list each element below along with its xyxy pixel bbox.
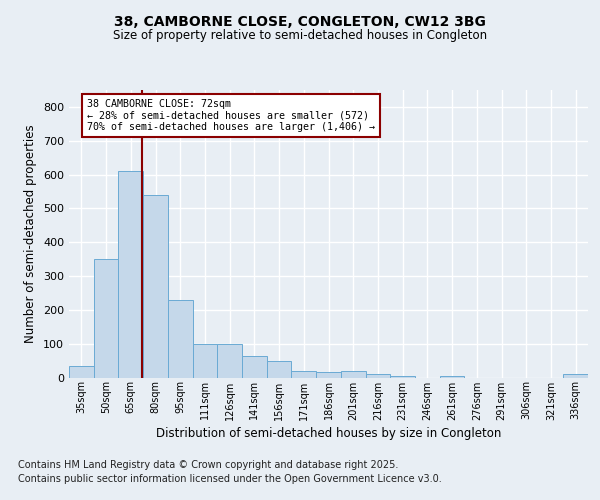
Bar [193, 344, 217, 378]
Bar [69, 366, 94, 378]
X-axis label: Distribution of semi-detached houses by size in Congleton: Distribution of semi-detached houses by … [156, 426, 501, 440]
Text: 38 CAMBORNE CLOSE: 72sqm
← 28% of semi-detached houses are smaller (572)
70% of : 38 CAMBORNE CLOSE: 72sqm ← 28% of semi-d… [87, 98, 375, 132]
Text: Size of property relative to semi-detached houses in Congleton: Size of property relative to semi-detach… [113, 30, 487, 43]
Bar [365, 374, 390, 378]
Bar [292, 370, 316, 378]
Bar [390, 376, 415, 378]
Bar [217, 344, 242, 378]
Bar [267, 360, 292, 378]
Bar [563, 374, 588, 378]
Text: Contains HM Land Registry data © Crown copyright and database right 2025.
Contai: Contains HM Land Registry data © Crown c… [18, 460, 442, 484]
Bar [94, 259, 118, 378]
Bar [440, 376, 464, 378]
Bar [341, 370, 365, 378]
Bar [118, 171, 143, 378]
Bar [242, 356, 267, 378]
Bar [316, 372, 341, 378]
Y-axis label: Number of semi-detached properties: Number of semi-detached properties [25, 124, 37, 343]
Bar [168, 300, 193, 378]
Bar [143, 195, 168, 378]
Text: 38, CAMBORNE CLOSE, CONGLETON, CW12 3BG: 38, CAMBORNE CLOSE, CONGLETON, CW12 3BG [114, 15, 486, 29]
